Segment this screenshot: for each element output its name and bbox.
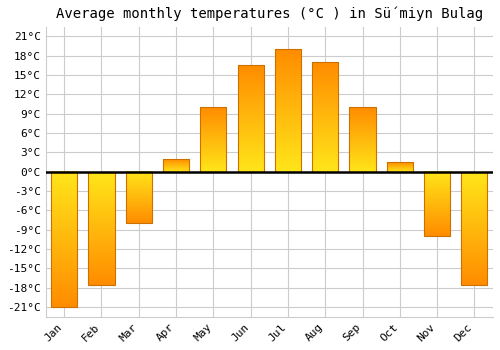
Bar [424,172,450,236]
Bar [238,65,264,172]
Bar [51,172,78,307]
Bar [387,162,413,172]
Bar [275,49,301,172]
Bar [200,107,226,172]
Bar [462,172,487,285]
Bar [126,172,152,223]
Title: Average monthly temperatures (°C ) in Sǘmiyn Bulag: Average monthly temperatures (°C ) in Sü… [56,7,483,21]
Bar [350,107,376,172]
Bar [88,172,115,285]
Bar [312,62,338,172]
Bar [163,159,189,172]
